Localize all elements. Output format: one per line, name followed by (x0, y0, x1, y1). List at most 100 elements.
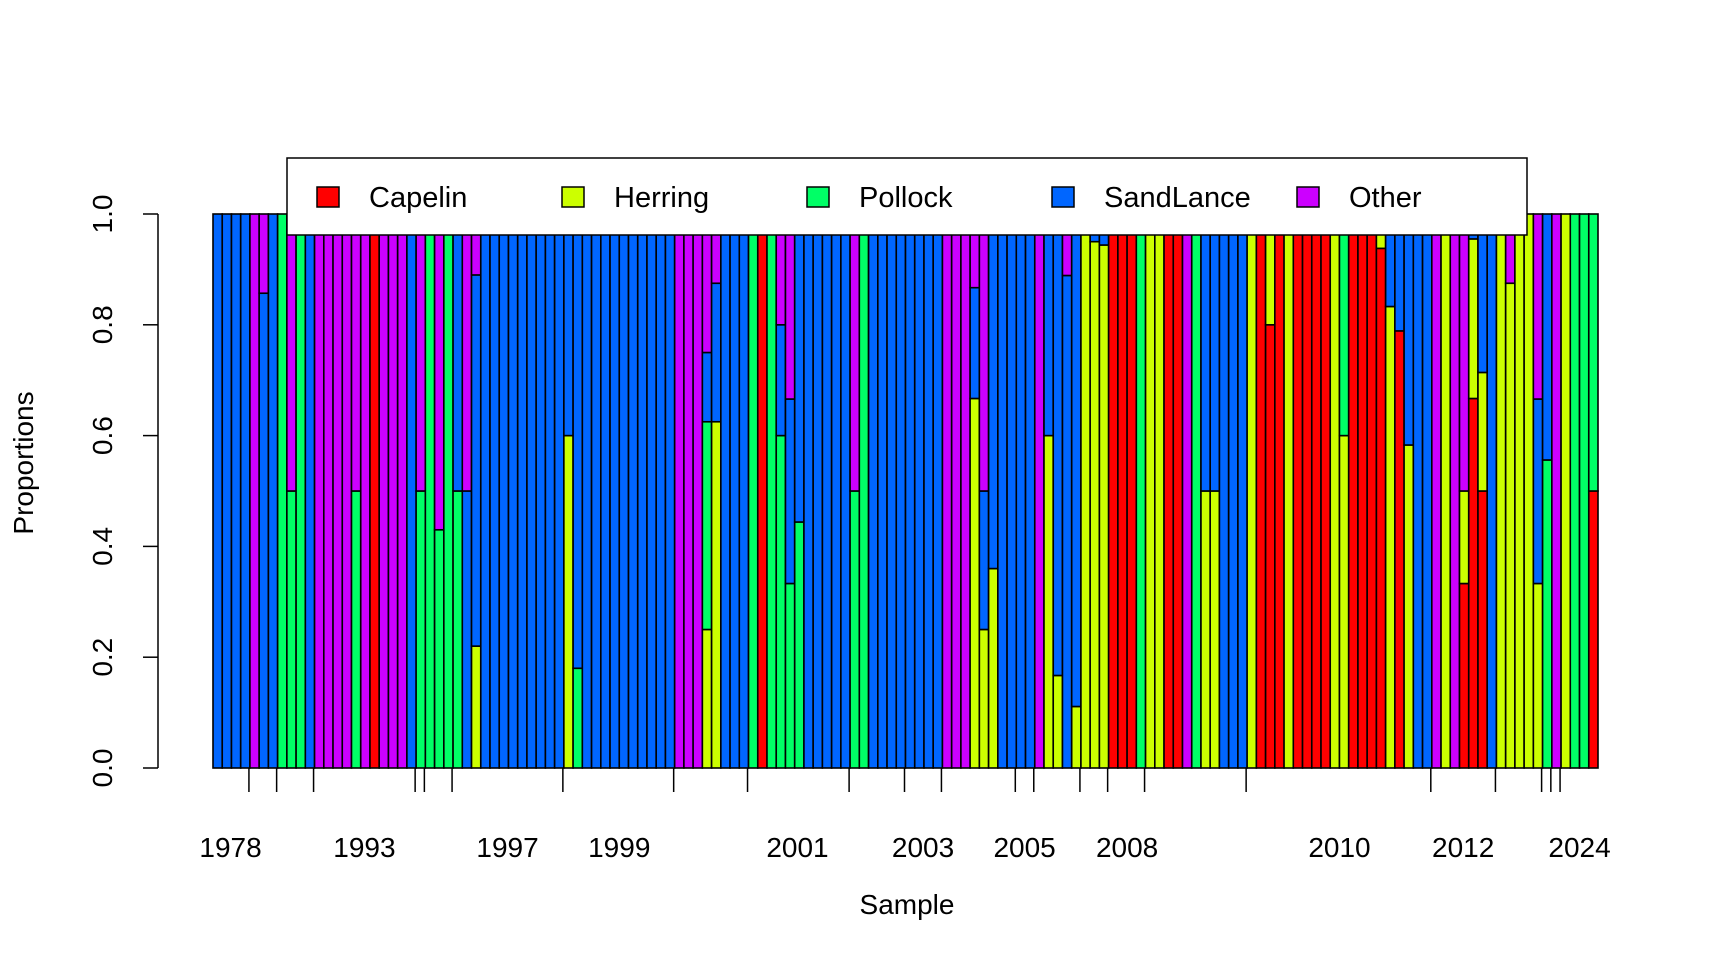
bar-segment-sandlance (544, 213, 556, 769)
bar-segment-sandlance (304, 213, 316, 769)
bar-segment-sandlance (572, 213, 584, 670)
bar-segment-capelin (1375, 247, 1387, 769)
bar-segment-other (960, 213, 971, 769)
bar-segment-sandlance (452, 213, 464, 492)
bar-segment-other (350, 213, 362, 492)
bar-segment-other (673, 213, 685, 769)
bar-segment-other (341, 213, 353, 769)
legend-label-other: Other (1349, 182, 1422, 214)
bars-group (212, 213, 1599, 769)
bar-segment-pollock (572, 667, 584, 769)
bar-segment-other (1458, 213, 1470, 492)
bar-segment-herring (1052, 674, 1064, 769)
bar-segment-pollock (849, 490, 861, 769)
bar-segment-sandlance (1532, 398, 1544, 585)
y-tick-label: 0.4 (87, 527, 118, 566)
bar-segment-herring (978, 628, 990, 769)
bar-segment-sandlance (840, 213, 851, 769)
bar-segment-sandlance (803, 213, 814, 769)
bar-segment-capelin (1264, 323, 1276, 769)
bar-segment-pollock (424, 213, 436, 769)
x-tick-label: 1978 (199, 832, 261, 863)
bar-segment-herring (1440, 213, 1452, 769)
bar-segment-other (286, 213, 297, 492)
legend-box (286, 157, 1528, 236)
bar-segment-sandlance (1237, 213, 1248, 769)
bar-segment-capelin (1458, 582, 1470, 769)
bar-segment-other (1532, 213, 1544, 400)
bar-segment-sandlance (886, 213, 898, 769)
bar-segment-herring (1089, 240, 1101, 769)
bar-segment-sandlance (1061, 274, 1073, 769)
bar-segment-capelin (756, 213, 768, 769)
x-tick-label: 1999 (588, 832, 650, 863)
x-tick-label: 1993 (333, 832, 395, 863)
bar-segment-herring (710, 420, 722, 769)
bar-segment-herring (987, 567, 999, 769)
bar-segment-pollock (452, 490, 464, 769)
bar-segment-pollock (766, 213, 778, 769)
bar-segment-herring (1283, 213, 1295, 769)
bar-segment-other (332, 213, 344, 769)
bar-segment-sandlance (636, 213, 648, 769)
bar-segment-sandlance (895, 213, 907, 769)
bar-segment-herring (1384, 305, 1396, 769)
bar-segment-pollock (775, 434, 787, 769)
bar-segment-capelin (1477, 490, 1489, 769)
bar-segment-sandlance (904, 213, 916, 769)
bar-segment-sandlance (221, 213, 233, 769)
bar-segment-herring (1467, 238, 1479, 400)
bar-segment-sandlance (812, 213, 824, 769)
legend-label-capelin: Capelin (369, 182, 467, 214)
bar-segment-capelin (1274, 213, 1285, 769)
x-tick-label: 1997 (476, 832, 538, 863)
bar-segment-sandlance (1052, 213, 1064, 677)
legend-swatch-pollock (806, 186, 830, 208)
bar-segment-sandlance (258, 292, 270, 769)
bar-segment-sandlance (738, 213, 750, 769)
bar-segment-herring (1403, 444, 1415, 769)
bar-segment-sandlance (1070, 213, 1082, 708)
bar-segment-other (978, 213, 990, 492)
legend-swatch-other (1296, 186, 1320, 208)
bar-segment-pollock (1190, 213, 1202, 769)
bar-segment-sandlance (507, 213, 519, 769)
bar-segment-herring (470, 645, 482, 769)
legend-label-pollock: Pollock (859, 182, 953, 214)
bar-segment-herring (1560, 213, 1572, 769)
bar-segment-other (683, 213, 694, 769)
bar-segment-herring (1338, 434, 1350, 769)
bar-segment-sandlance (646, 213, 658, 769)
bar-segment-sandlance (784, 398, 796, 585)
bar-segment-other (249, 213, 260, 769)
bar-segment-pollock (701, 420, 713, 631)
bar-segment-capelin (1347, 213, 1359, 769)
bar-segment-other (950, 213, 962, 769)
bar-segment-capelin (1587, 490, 1599, 769)
bar-segment-other (396, 213, 408, 769)
bar-segment-herring (1458, 490, 1470, 585)
bar-segment-sandlance (489, 213, 501, 769)
bar-segment-sandlance (867, 213, 879, 769)
bar-segment-sandlance (1227, 213, 1239, 769)
bar-segment-capelin (1310, 213, 1322, 769)
bar-segment-sandlance (618, 213, 630, 769)
bar-segment-other (359, 213, 371, 769)
bar-segment-sandlance (987, 213, 999, 570)
bar-segment-pollock (443, 213, 454, 769)
bar-segment-other (849, 213, 861, 492)
bar-segment-sandlance (664, 213, 676, 769)
bar-segment-sandlance (923, 213, 935, 769)
bar-segment-sandlance (1421, 213, 1433, 769)
bar-segment-capelin (1126, 213, 1138, 769)
bar-segment-sandlance (267, 213, 279, 769)
bar-segment-sandlance (230, 213, 242, 769)
bar-segment-capelin (1255, 213, 1267, 769)
x-tick-label: 2005 (993, 832, 1055, 863)
bar-segment-sandlance (599, 213, 611, 769)
bar-segment-sandlance (563, 213, 574, 437)
legend-label-sandlance: SandLance (1104, 182, 1251, 214)
y-axis: 0.0 0.2 0.4 0.6 0.8 1.0 (87, 195, 159, 787)
bar-segment-capelin (1366, 213, 1378, 769)
bar-segment-herring (1514, 213, 1525, 769)
